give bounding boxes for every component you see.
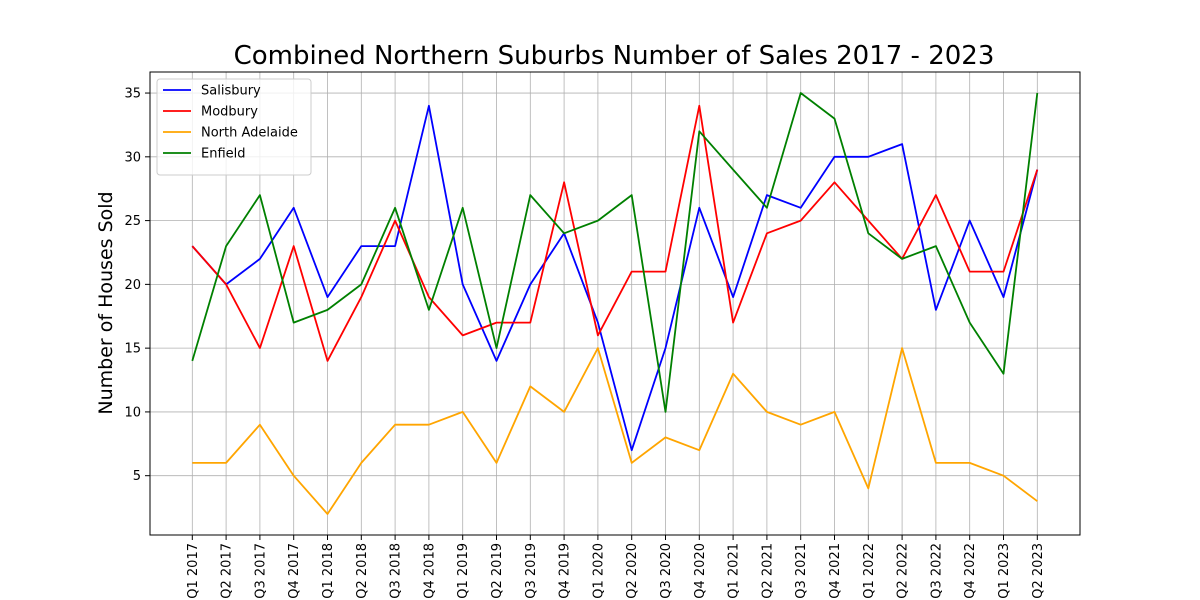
- x-tick-label: Q2 2019: [490, 543, 505, 599]
- y-axis: 5 10 15 20 25 30 35: [124, 87, 150, 484]
- x-tick-label: Q1 2023: [997, 543, 1012, 599]
- x-tick-label: Q1 2021: [727, 543, 742, 599]
- x-tick-label: Q1 2022: [862, 543, 877, 599]
- x-tick-label: Q2 2022: [896, 543, 911, 599]
- legend: Salisbury Modbury North Adelaide Enfield: [156, 78, 312, 176]
- legend-label-north-adelaide: North Adelaide: [201, 126, 298, 141]
- x-tick-label: Q3 2021: [794, 543, 809, 599]
- x-tick-label: Q1 2020: [591, 543, 606, 599]
- legend-box: [156, 78, 312, 176]
- y-tick-label: 25: [124, 214, 141, 229]
- plot-frame: [149, 71, 1081, 536]
- series-line-salisbury: [191, 104, 1039, 452]
- x-tick-label: Q2 2020: [625, 543, 640, 599]
- legend-label-modbury: Modbury: [201, 105, 258, 120]
- x-tick-label: Q4 2017: [287, 543, 302, 599]
- x-tick-label: Q3 2022: [929, 543, 944, 599]
- grid: [150, 72, 1080, 535]
- x-tick-label: Q4 2020: [693, 543, 708, 599]
- x-tick-label: Q2 2021: [760, 543, 775, 599]
- legend-label-salisbury: Salisbury: [201, 84, 261, 99]
- y-tick-label: 10: [124, 405, 141, 420]
- x-axis: Q1 2017 Q2 2017 Q3 2017 Q4 2017 Q1 2018 Q2 20…: [186, 535, 1046, 599]
- x-tick-label: Q4 2022: [963, 543, 978, 599]
- y-tick-label: 5: [133, 469, 141, 484]
- y-tick-label: 15: [124, 342, 141, 357]
- x-tick-label: Q2 2018: [355, 543, 370, 599]
- x-tick-label: Q1 2019: [456, 543, 471, 599]
- x-tick-label: Q3 2020: [659, 543, 674, 599]
- x-tick-label: Q4 2019: [558, 543, 573, 599]
- x-tick-label: Q1 2017: [186, 543, 201, 599]
- x-tick-label: Q3 2019: [524, 543, 539, 599]
- x-tick-label: Q2 2023: [1031, 543, 1046, 599]
- y-tick-label: 35: [124, 87, 141, 102]
- x-tick-label: Q3 2017: [253, 543, 268, 599]
- x-tick-label: Q3 2018: [389, 543, 404, 599]
- y-tick-label: 20: [124, 278, 141, 293]
- chart-title: Combined Northern Suburbs Number of Sale…: [234, 41, 995, 71]
- x-tick-label: Q4 2021: [828, 543, 843, 599]
- y-tick-label: 30: [124, 150, 141, 165]
- series-line-enfield: [191, 92, 1039, 413]
- legend-label-enfield: Enfield: [201, 147, 246, 162]
- series-line-modbury: [191, 104, 1039, 362]
- series-lines: [191, 92, 1039, 515]
- x-tick-label: Q1 2018: [321, 543, 336, 599]
- x-tick-label: Q4 2018: [422, 543, 437, 599]
- series-line-north-adelaide: [192, 347, 1038, 515]
- y-axis-label: Number of Houses Sold: [95, 191, 117, 414]
- x-tick-label: Q2 2017: [220, 543, 235, 599]
